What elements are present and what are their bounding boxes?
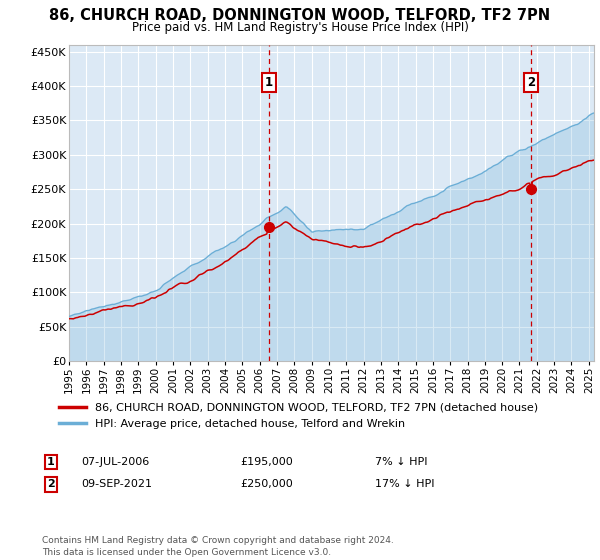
Text: 1: 1 [265, 76, 272, 89]
Text: Price paid vs. HM Land Registry's House Price Index (HPI): Price paid vs. HM Land Registry's House … [131, 21, 469, 34]
Text: 86, CHURCH ROAD, DONNINGTON WOOD, TELFORD, TF2 7PN: 86, CHURCH ROAD, DONNINGTON WOOD, TELFOR… [49, 8, 551, 24]
Text: 09-SEP-2021: 09-SEP-2021 [81, 479, 152, 489]
Text: 17% ↓ HPI: 17% ↓ HPI [375, 479, 434, 489]
Text: 7% ↓ HPI: 7% ↓ HPI [375, 457, 427, 467]
Text: 2: 2 [47, 479, 55, 489]
Text: £195,000: £195,000 [240, 457, 293, 467]
Legend: 86, CHURCH ROAD, DONNINGTON WOOD, TELFORD, TF2 7PN (detached house), HPI: Averag: 86, CHURCH ROAD, DONNINGTON WOOD, TELFOR… [53, 397, 544, 435]
Text: 07-JUL-2006: 07-JUL-2006 [81, 457, 149, 467]
Text: £250,000: £250,000 [240, 479, 293, 489]
Text: 2: 2 [527, 76, 536, 89]
Text: Contains HM Land Registry data © Crown copyright and database right 2024.
This d: Contains HM Land Registry data © Crown c… [42, 536, 394, 557]
Text: 1: 1 [47, 457, 55, 467]
